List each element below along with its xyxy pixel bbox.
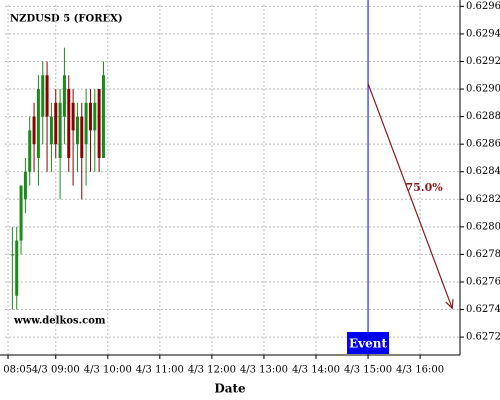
chart-title: NZDUSD 5 (FOREX) xyxy=(10,14,123,25)
x-tick-label: 4/3 11:00 xyxy=(136,365,184,376)
candle-body xyxy=(84,102,88,145)
x-tick-label: 4/3 15:00 xyxy=(344,365,392,376)
forecast-label: 75.0% xyxy=(405,181,443,194)
x-tick-label: 4/3 12:00 xyxy=(188,365,236,376)
arrow-head xyxy=(445,299,454,310)
candle-body xyxy=(67,89,71,158)
y-tick-label: 0.6272 xyxy=(466,332,500,343)
candle-body xyxy=(58,102,62,158)
candle-body xyxy=(62,75,66,117)
x-axis-label: Date xyxy=(214,382,246,396)
candle-body xyxy=(80,116,84,158)
candle-body xyxy=(54,102,58,145)
y-tick-label: 0.6292 xyxy=(466,56,500,67)
x-tick-label: 4/3 10:00 xyxy=(84,365,132,376)
y-tick-label: 0.6278 xyxy=(466,249,500,260)
y-tick-label: 0.6276 xyxy=(466,276,500,287)
candle-body xyxy=(23,171,27,200)
candle-body xyxy=(15,240,19,296)
y-tick-label: 0.6286 xyxy=(466,139,500,150)
candle-body xyxy=(101,75,105,158)
forecast-arrow xyxy=(367,83,453,309)
candle-body xyxy=(45,75,49,117)
candle-body xyxy=(41,75,45,117)
x-tick-label: 4/3 13:00 xyxy=(240,365,288,376)
candle-body xyxy=(88,102,92,131)
watermark: www.delkos.com xyxy=(13,316,106,327)
x-tick-label: 4/3 09:00 xyxy=(32,365,80,376)
y-tick-label: 0.6280 xyxy=(466,221,500,232)
x-tick-label: 4/3 14:00 xyxy=(292,365,340,376)
x-tick-label: 4/3 16:00 xyxy=(396,365,444,376)
y-tick-label: 0.6294 xyxy=(466,28,500,39)
candle-body xyxy=(19,185,23,241)
event-label: Event xyxy=(349,337,387,351)
y-tick-label: 0.6284 xyxy=(466,166,500,177)
candle-body xyxy=(36,89,40,158)
y-tick-label: 0.6274 xyxy=(466,304,500,315)
candle-body xyxy=(32,116,36,145)
y-tick-label: 0.6282 xyxy=(466,194,500,205)
candle-body xyxy=(28,130,32,172)
candle-body xyxy=(75,116,79,145)
candle-body xyxy=(97,89,101,158)
x-tick-label: 4/3 08:05 xyxy=(0,365,32,376)
event-box xyxy=(347,332,390,354)
candle-body xyxy=(71,102,75,131)
y-tick-label: 0.6288 xyxy=(466,111,500,122)
y-tick-label: 0.6290 xyxy=(466,84,500,95)
candle-body xyxy=(10,254,14,256)
y-tick-label: 0.6296 xyxy=(466,1,500,12)
candle-body xyxy=(49,116,53,145)
candle-body xyxy=(93,102,97,131)
